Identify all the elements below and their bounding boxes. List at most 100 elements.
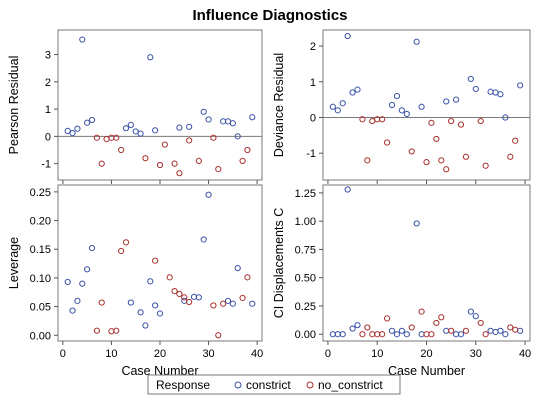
- legend-label: no_constrict: [318, 378, 383, 392]
- point-constrict: [418, 103, 425, 110]
- point-no-constrict: [210, 302, 217, 309]
- point-constrict: [349, 325, 356, 332]
- point-constrict: [492, 89, 499, 96]
- point-constrict: [344, 186, 351, 193]
- point-constrict: [329, 103, 336, 110]
- y-axis-label: CI Displacements C: [272, 208, 286, 318]
- chart-title: Influence Diagnostics: [192, 7, 348, 24]
- point-constrict: [497, 327, 504, 334]
- panel-frame: [322, 29, 531, 181]
- y-tick-label: 0.10: [30, 273, 51, 285]
- point-no-constrict: [364, 157, 371, 164]
- point-no-constrict: [408, 148, 415, 155]
- point-constrict: [472, 313, 479, 320]
- x-tick-label: 10: [371, 348, 383, 360]
- point-no-constrict: [433, 135, 440, 143]
- y-tick-label: 0.25: [295, 301, 316, 313]
- point-constrict: [200, 108, 207, 115]
- x-tick-label: 0: [60, 348, 66, 360]
- y-tick-label: 2: [310, 41, 316, 53]
- point-no-constrict: [443, 166, 450, 173]
- point-constrict: [443, 98, 450, 105]
- point-no-constrict: [448, 327, 455, 334]
- point-no-constrict: [418, 308, 425, 315]
- point-constrict: [249, 114, 256, 121]
- point-constrict: [393, 331, 401, 338]
- point-constrict: [388, 327, 396, 334]
- point-constrict: [122, 125, 130, 132]
- point-constrict: [200, 236, 207, 243]
- point-constrict: [329, 331, 336, 338]
- point-constrict: [142, 322, 149, 329]
- legend-frame: [147, 374, 401, 395]
- point-constrict: [467, 308, 474, 315]
- point-constrict: [64, 278, 71, 286]
- panel-1: -1 0 1 2 3 Pearson Residual: [7, 29, 263, 184]
- point-no-constrict: [379, 116, 386, 123]
- point-constrict: [502, 114, 509, 121]
- point-constrict: [344, 32, 351, 40]
- x-tick-label: 40: [519, 348, 531, 360]
- point-no-constrict: [408, 324, 415, 331]
- y-tick-label: 3: [45, 50, 51, 62]
- point-constrict: [79, 36, 86, 43]
- point-constrict: [472, 85, 479, 93]
- point-constrict: [69, 129, 76, 137]
- point-no-constrict: [186, 298, 193, 306]
- point-no-constrict: [186, 137, 193, 144]
- x-tick-label: 0: [325, 348, 331, 360]
- x-tick-label: 20: [154, 348, 166, 360]
- panel-3: 0.00 0.05 0.10 0.15 0.20 0.25 0 10 20 30 40 Leverag…: [7, 184, 263, 378]
- panel-4: 0.00 0.25 0.50 0.75 1.00 1.25 0 10 20 30 40 CI Disp…: [272, 184, 531, 378]
- point-no-constrict: [428, 331, 435, 338]
- point-no-constrict: [482, 162, 489, 169]
- point-no-constrict: [364, 324, 371, 331]
- legend-marker-constrict: [234, 381, 242, 389]
- y-tick-label: 0.50: [295, 273, 316, 285]
- point-constrict: [388, 101, 396, 109]
- point-no-constrict: [239, 157, 246, 165]
- point-constrict: [195, 294, 202, 301]
- x-tick-label: 10: [105, 348, 117, 360]
- point-constrict: [452, 331, 460, 338]
- point-constrict: [84, 119, 91, 126]
- point-constrict: [334, 107, 341, 114]
- point-constrict: [229, 120, 236, 127]
- panel-2: -1 0 1 2 Deviance Residual: [272, 29, 531, 184]
- point-no-constrict: [512, 326, 519, 333]
- point-constrict: [398, 327, 405, 334]
- point-no-constrict: [369, 331, 376, 338]
- panel-frame: [57, 184, 263, 342]
- point-no-constrict: [423, 331, 430, 338]
- y-axis-label: Deviance Residual: [272, 53, 286, 157]
- point-constrict: [147, 278, 154, 285]
- point-no-constrict: [239, 294, 246, 302]
- legend-marker-no-constrict: [306, 381, 314, 389]
- point-no-constrict: [220, 300, 227, 307]
- point-no-constrict: [161, 141, 168, 148]
- point-constrict: [249, 300, 256, 307]
- point-no-constrict: [369, 117, 376, 125]
- point-constrict: [88, 244, 96, 252]
- point-no-constrict: [98, 299, 105, 306]
- point-no-constrict: [477, 117, 484, 125]
- point-constrict: [74, 125, 81, 132]
- y-tick-label: 1: [45, 104, 51, 116]
- point-constrict: [354, 322, 361, 329]
- y-axis-label: Pearson Residual: [7, 56, 21, 155]
- point-no-constrict: [379, 331, 386, 338]
- y-tick-label: 1.00: [295, 216, 316, 228]
- point-no-constrict: [171, 160, 178, 167]
- y-tick-label: 0.25: [30, 187, 51, 199]
- point-constrict: [467, 75, 474, 83]
- point-constrict: [393, 92, 401, 100]
- point-no-constrict: [507, 153, 514, 160]
- point-constrict: [74, 297, 81, 304]
- point-constrict: [88, 116, 96, 124]
- point-no-constrict: [142, 155, 149, 162]
- point-no-constrict: [457, 121, 465, 128]
- point-no-constrict: [244, 146, 251, 154]
- point-constrict: [127, 299, 134, 306]
- point-no-constrict: [113, 327, 120, 334]
- legend-title: Response: [156, 378, 210, 392]
